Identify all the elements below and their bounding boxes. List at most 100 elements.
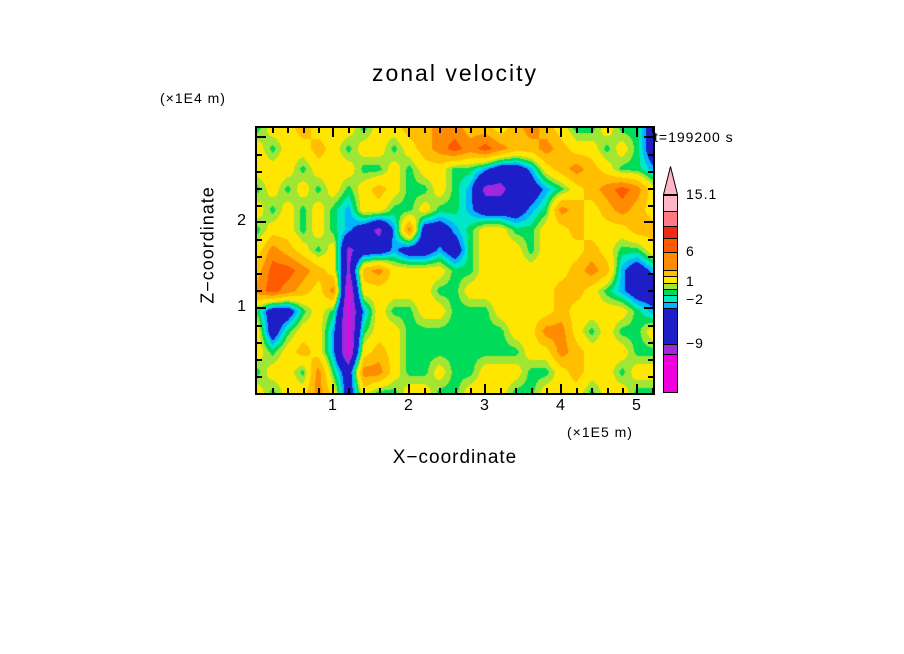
x-minor-tick-top: [303, 128, 305, 133]
x-major-tick: [332, 384, 334, 393]
x-minor-tick-top: [394, 128, 396, 133]
x-minor-tick-top: [318, 128, 320, 133]
z-major-tick-right: [644, 136, 653, 138]
z-minor-tick-right: [648, 239, 653, 241]
z-minor-tick: [257, 239, 262, 241]
x-minor-tick-top: [287, 128, 289, 133]
colorbar-segment: [664, 210, 677, 227]
colorbar-segment: [664, 289, 677, 296]
y-axis-title: Z−coordinate: [197, 186, 218, 304]
x-minor-tick-top: [576, 128, 578, 133]
x-major-tick: [408, 384, 410, 393]
x-major-tick-top: [484, 128, 486, 137]
z-minor-tick-right: [648, 359, 653, 361]
z-major-tick: [257, 221, 266, 223]
z-minor-tick-right: [648, 188, 653, 190]
z-minor-tick-right: [648, 376, 653, 378]
z-major-tick-right: [644, 307, 653, 309]
x-minor-tick: [424, 388, 426, 393]
x-minor-tick: [546, 388, 548, 393]
x-minor-tick-top: [500, 128, 502, 133]
x-minor-tick: [576, 388, 578, 393]
x-major-tick-top: [636, 128, 638, 137]
z-minor-tick-right: [648, 154, 653, 156]
colorbar-tick-label: 1: [686, 273, 695, 290]
colorbar-segment: [664, 226, 677, 239]
plot-area: [255, 126, 655, 395]
x-minor-tick-top: [348, 128, 350, 133]
x-axis-unit-label: (×1E5 m): [567, 424, 633, 440]
x-tick-label: 4: [556, 397, 566, 414]
colorbar-tick-label: 15.1: [686, 186, 718, 202]
x-major-tick: [636, 384, 638, 393]
colorbar-segment: [664, 252, 677, 270]
z-minor-tick-right: [648, 205, 653, 207]
x-minor-tick-top: [470, 128, 472, 133]
x-major-tick-top: [408, 128, 410, 137]
x-minor-tick: [652, 388, 654, 393]
colorbar-segment: [664, 344, 677, 355]
x-major-tick: [560, 384, 562, 393]
colorbar-segment: [664, 269, 677, 277]
x-minor-tick-top: [424, 128, 426, 133]
contour-canvas: [257, 128, 653, 393]
colorbar-tick-label: 6: [686, 243, 695, 260]
z-tick-label: 1: [237, 298, 247, 315]
z-minor-tick: [257, 325, 262, 327]
colorbar-segment: [664, 308, 677, 345]
chart-title: zonal velocity: [371, 60, 539, 86]
x-minor-tick: [455, 388, 457, 393]
x-minor-tick: [622, 388, 624, 393]
z-minor-tick-right: [648, 290, 653, 292]
x-minor-tick: [607, 388, 609, 393]
x-minor-tick-top: [455, 128, 457, 133]
x-tick-label: 3: [480, 397, 490, 414]
z-minor-tick: [257, 359, 262, 361]
x-minor-tick: [394, 388, 396, 393]
z-tick-label: 2: [237, 212, 247, 229]
x-minor-tick: [470, 388, 472, 393]
x-minor-tick: [379, 388, 381, 393]
x-minor-tick-top: [379, 128, 381, 133]
colorbar-segment: [664, 354, 677, 392]
x-minor-tick-top: [272, 128, 274, 133]
z-minor-tick: [257, 376, 262, 378]
x-minor-tick-top: [515, 128, 517, 133]
x-minor-tick: [348, 388, 350, 393]
x-tick-label: 2: [404, 397, 414, 414]
z-minor-tick-right: [648, 342, 653, 344]
z-major-tick-right: [644, 221, 653, 223]
colorbar-segment: [664, 301, 677, 309]
x-minor-tick-top: [591, 128, 593, 133]
x-major-tick-top: [332, 128, 334, 137]
colorbar: [663, 195, 678, 393]
x-minor-tick-top: [607, 128, 609, 133]
colorbar-tick-label: −2: [686, 290, 704, 307]
colorbar-segment: [664, 276, 677, 283]
z-minor-tick: [257, 188, 262, 190]
z-minor-tick: [257, 290, 262, 292]
z-minor-tick: [257, 171, 262, 173]
z-minor-tick-right: [648, 325, 653, 327]
x-minor-tick: [515, 388, 517, 393]
x-minor-tick: [287, 388, 289, 393]
x-tick-label: 1: [328, 397, 338, 414]
x-minor-tick: [591, 388, 593, 393]
x-minor-tick-top: [652, 128, 654, 133]
x-minor-tick-top: [531, 128, 533, 133]
x-axis-title: X−coordinate: [392, 447, 518, 468]
x-minor-tick: [363, 388, 365, 393]
z-minor-tick: [257, 342, 262, 344]
x-minor-tick-top: [363, 128, 365, 133]
x-minor-tick: [303, 388, 305, 393]
colorbar-segment: [664, 282, 677, 289]
z-minor-tick-right: [648, 256, 653, 258]
y-axis-unit-label: (×1E4 m): [160, 90, 226, 106]
colorbar-tick-label: −9: [686, 334, 704, 351]
x-minor-tick: [500, 388, 502, 393]
x-minor-tick: [531, 388, 533, 393]
x-minor-tick-top: [439, 128, 441, 133]
x-major-tick: [484, 384, 486, 393]
z-minor-tick: [257, 154, 262, 156]
